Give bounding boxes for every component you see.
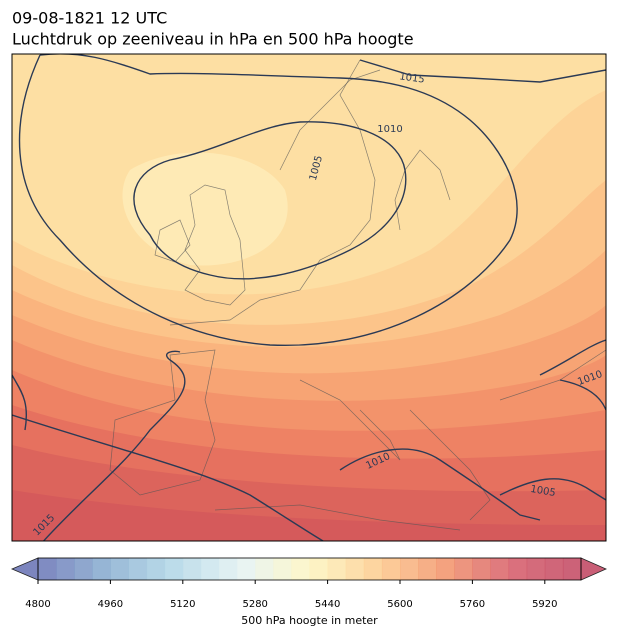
colorbar-segment [490,558,510,580]
colorbar-segment [237,558,256,580]
colorbar-segment [110,558,129,580]
colorbar-segment [200,558,220,580]
colorbar-tick-label: 5760 [460,599,485,610]
colorbar-segment [309,558,329,580]
colorbar-segment [454,558,473,580]
colorbar-segment [182,558,202,580]
colorbar-tick-label: 4800 [25,599,50,610]
colorbar-segment [164,558,184,580]
colorbar-tick-label: 5920 [532,599,557,610]
colorbar-segment [345,558,365,580]
colorbar-segment [544,558,564,580]
isobar-label: 1005 [529,484,556,499]
colorbar-tick-label: 5600 [387,599,412,610]
colorbar-segment [363,558,383,580]
colorbar-segment [381,558,401,580]
colorbar-segment [418,558,437,580]
colorbar-segment [56,558,75,580]
colorbar-segment [508,558,528,580]
map-frame [11,53,607,542]
colorbar-segment [327,558,347,580]
subtitle: Luchtdruk op zeeniveau in hPa en 500 hPa… [12,30,414,49]
colorbar-segment [146,558,166,580]
isobar-label: 1010 [377,124,402,135]
colorbar-segment [92,558,111,580]
colorbar-frame [37,557,582,581]
title: 09-08-1821 12 UTC [12,9,167,28]
colorbar-extend-high [580,557,607,581]
colorbar-segment [255,558,274,580]
colorbar-segment [436,558,455,580]
colorbar-extend-low [10,557,39,581]
colorbar-segment [273,558,292,580]
map [12,54,606,541]
colorbar-segment [562,558,582,580]
colorbar-segment [219,558,238,580]
colorbar-segment [526,558,546,580]
isobar-label: 1015 [399,71,426,85]
colorbar: 4800 4960 5120 5280 5440 5600 5760 5920 500 hPa … [10,557,607,627]
colorbar-tick-label: 5280 [242,599,267,610]
colorbar-tick-label: 4960 [98,599,123,610]
colorbar-segment [38,558,57,580]
colorbar-segment [400,558,419,580]
colorbar-tick-label: 5120 [170,599,195,610]
colorbar-segment [472,558,491,580]
colorbar-label: 500 hPa hoogte in meter [241,614,378,627]
colorbar-segment [74,558,93,580]
colorbar-segment [128,558,148,580]
colorbar-segment [291,558,310,580]
colorbar-tick-label: 5440 [315,599,340,610]
